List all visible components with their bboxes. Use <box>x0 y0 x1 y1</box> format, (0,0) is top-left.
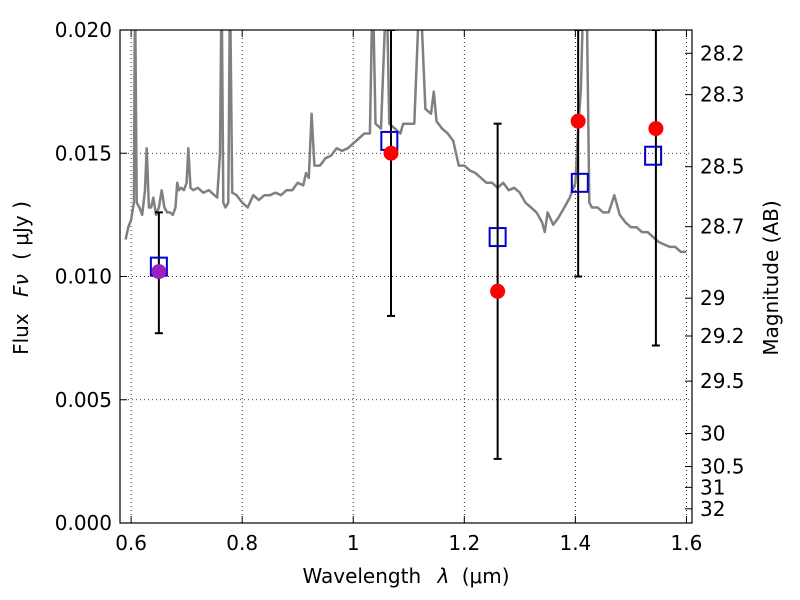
x-axis-label-unit: (μm) <box>462 564 510 588</box>
grid <box>120 30 692 523</box>
model-photometry-marker <box>488 227 507 248</box>
y-tick-label: 0.010 <box>55 265 112 289</box>
y-tick-label: 0.000 <box>55 511 112 535</box>
x-axis-label-symbol: λ <box>437 564 450 588</box>
y2-tick-label: 30.5 <box>700 455 745 479</box>
y2-tick-label: 28.3 <box>700 83 745 107</box>
axis-ticks: 0.6 0.8 1 1.2 1.4 1.6 0.000 0.005 0.010 0.015 0.02… <box>55 18 745 555</box>
y2-tick-label: 32 <box>700 497 725 521</box>
y-tick-label: 0.005 <box>55 388 112 412</box>
x-tick-label: 1.6 <box>671 531 703 555</box>
observed-flux-marker <box>648 121 664 137</box>
x-tick-label: 0.8 <box>226 531 258 555</box>
y-tick-label: 0.020 <box>55 18 112 42</box>
model-photometry-marker <box>644 145 663 166</box>
x-tick-label: 1 <box>347 531 360 555</box>
plot-background <box>120 30 692 523</box>
x-tick-label: 1.2 <box>448 531 480 555</box>
y2-tick-label: 29.2 <box>700 324 745 348</box>
x-axis-label-text: Wavelength <box>302 564 421 588</box>
y-axis-label-symbol: Fν <box>9 274 33 297</box>
marker-layer <box>149 113 664 299</box>
y2-tick-label: 29 <box>700 286 725 310</box>
y2-tick-label: 31 <box>700 475 725 499</box>
y-axis-label-unit: ( μJy ) <box>9 201 33 260</box>
y2-tick-label: 28.5 <box>700 155 745 179</box>
x-tick-label: 1.4 <box>559 531 591 555</box>
x-tick-label: 0.6 <box>115 531 147 555</box>
y2-axis-label: Magnitude (AB) <box>759 200 783 355</box>
y2-tick-label: 29.5 <box>700 369 745 393</box>
observed-flux-marker <box>383 145 399 161</box>
errorbar-layer <box>154 30 660 460</box>
y2-tick-label: 28.7 <box>700 215 745 239</box>
observed-flux-marker <box>490 283 506 299</box>
y-tick-label: 0.015 <box>55 141 112 165</box>
x-axis-label: Wavelength λ (μm) <box>302 564 509 588</box>
y-axis-label-text: Flux <box>9 313 33 355</box>
observed-flux-marker <box>151 264 167 280</box>
y-axis-label: Flux Fν ( μJy ) <box>9 201 33 355</box>
model-photometry-marker <box>570 172 589 193</box>
y2-tick-label: 30 <box>700 422 725 446</box>
observed-flux-marker <box>570 113 586 129</box>
y2-tick-label: 28.2 <box>700 41 745 65</box>
